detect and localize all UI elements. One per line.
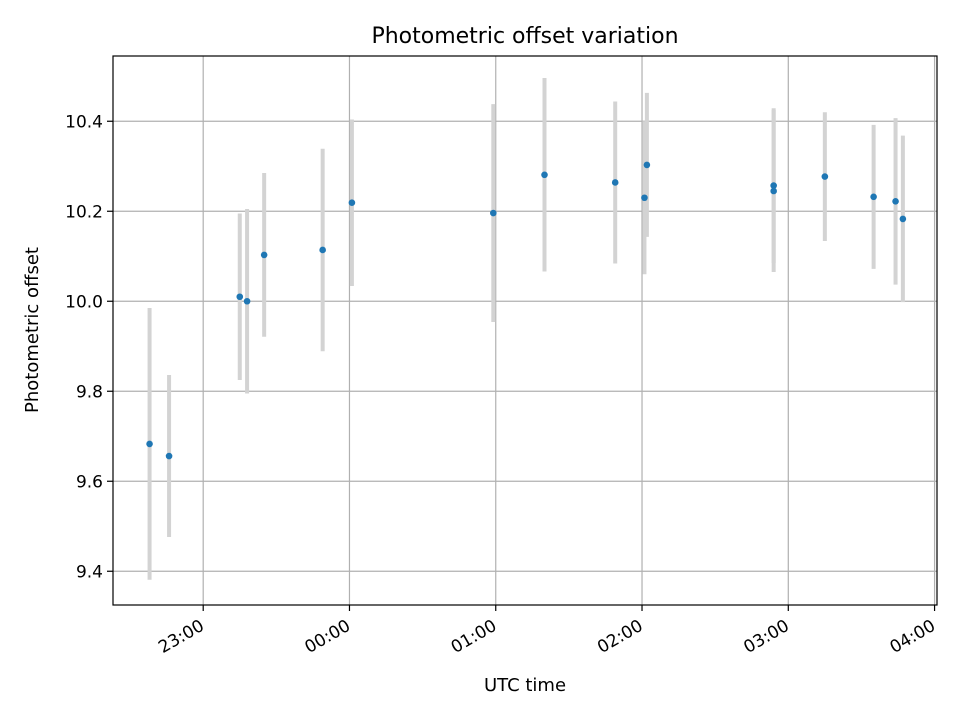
data-point: [490, 209, 497, 217]
data-point: [611, 179, 619, 186]
data-point: [899, 215, 907, 223]
data-point: [641, 194, 648, 202]
y-tick-label: 10.0: [65, 292, 103, 312]
y-tick-label: 10.4: [65, 112, 103, 132]
y-tick-label: 10.2: [65, 202, 103, 222]
data-point: [146, 440, 153, 448]
data-point: [348, 199, 356, 206]
x-axis-label: UTC time: [484, 675, 566, 696]
data-point: [319, 246, 326, 254]
plot-frame: [112, 55, 938, 606]
data-point: [770, 187, 777, 195]
y-axis-ticks: 9.4 9.6 9.8 10.0 10.2 10.4: [65, 112, 113, 582]
data-point: [260, 251, 268, 259]
data-point: [770, 182, 777, 189]
data-point: [541, 171, 548, 179]
y-tick-label: 9.6: [76, 472, 103, 492]
grid: [113, 56, 937, 605]
y-tick-label: 9.8: [76, 382, 103, 402]
data-points: [146, 161, 907, 460]
data-point: [243, 297, 251, 305]
data-point: [236, 293, 244, 301]
data-point: [821, 173, 829, 180]
data-point: [165, 452, 173, 460]
data-point: [870, 193, 877, 201]
data-point: [892, 198, 899, 205]
chart-title: Photometric offset variation: [371, 24, 678, 49]
y-tick-label: 9.4: [76, 562, 103, 582]
y-axis-label: Photometric offset: [22, 247, 43, 413]
data-point: [643, 161, 651, 169]
